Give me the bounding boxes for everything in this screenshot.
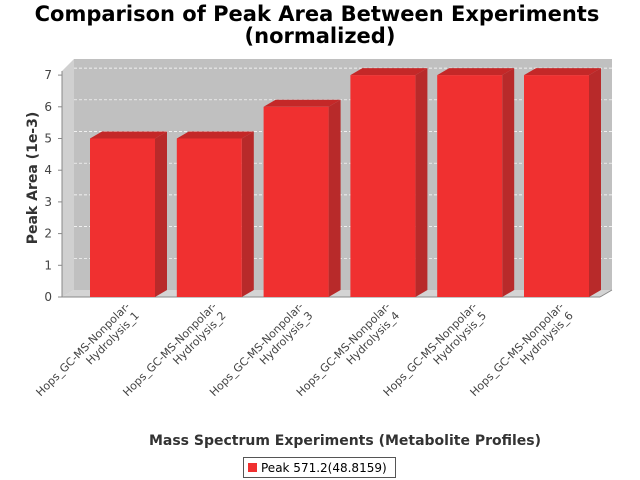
bar-front	[90, 138, 155, 297]
bar-side	[155, 131, 167, 297]
bar	[90, 131, 167, 297]
chart-title-line1: Comparison of Peak Area Between Experime…	[35, 2, 600, 26]
bar-front	[524, 75, 589, 297]
legend-label: Peak 571.2(48.8159)	[261, 461, 387, 475]
bar-side	[415, 68, 428, 297]
bars	[90, 68, 601, 297]
bar	[524, 68, 601, 297]
bar	[350, 68, 428, 297]
bar-side	[328, 99, 341, 297]
bar-top	[524, 68, 601, 76]
y-tick-label: 4	[44, 163, 52, 177]
y-ticks: 0 1 2 3 4 5 6 7	[44, 68, 62, 304]
y-tick-label: 0	[44, 290, 52, 304]
y-tick-label: 5	[44, 132, 52, 146]
legend-box	[243, 457, 396, 478]
legend-swatch	[248, 463, 257, 472]
bar-front	[437, 75, 503, 297]
legend: Peak 571.2(48.8159)	[243, 457, 396, 478]
y-tick-label: 2	[44, 227, 52, 241]
x-axis-label: Mass Spectrum Experiments (Metabolite Pr…	[149, 433, 541, 449]
bar-front	[176, 138, 242, 297]
bar-front	[263, 106, 329, 297]
plot-left-wall	[62, 59, 74, 297]
bar	[437, 68, 515, 297]
category-label-line1: Hops_GC-MS-Nonpolar-	[34, 300, 133, 399]
floor-edge	[599, 289, 613, 298]
bar-side	[589, 68, 601, 297]
bar-top	[263, 99, 341, 107]
bar-top	[350, 68, 428, 76]
bar-side	[241, 131, 254, 297]
category-labels: Hops_GC-MS-Nonpolar-Hydrolysis_1Hops_GC-…	[34, 300, 576, 399]
bar	[176, 131, 254, 297]
bar-top	[437, 68, 515, 76]
bar-top	[90, 131, 167, 139]
bar	[263, 99, 341, 297]
y-tick-label: 7	[44, 68, 52, 82]
chart-title-line2: (normalized)	[245, 24, 396, 48]
y-axis-label: Peak Area (1e-3)	[25, 112, 41, 245]
y-tick-label: 3	[44, 195, 52, 209]
bar-front	[350, 75, 416, 297]
y-tick-label: 6	[44, 100, 52, 114]
bar-top	[176, 131, 254, 139]
y-tick-label: 1	[44, 258, 52, 272]
bar-side	[502, 68, 515, 297]
